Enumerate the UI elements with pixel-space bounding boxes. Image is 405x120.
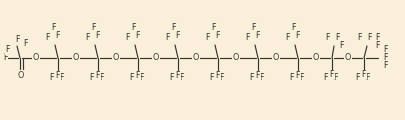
Text: F: F [46, 33, 50, 42]
Text: F: F [334, 72, 338, 81]
Text: F: F [56, 30, 60, 39]
Text: O: O [73, 54, 79, 63]
Text: O: O [233, 54, 239, 63]
Text: F: F [50, 73, 54, 83]
Text: O: O [193, 54, 199, 63]
Text: F: F [132, 23, 136, 31]
Text: F: F [100, 73, 104, 83]
Text: F: F [6, 45, 10, 54]
Text: F: F [383, 61, 387, 71]
Text: F: F [256, 71, 260, 80]
Text: F: F [15, 35, 19, 44]
Text: F: F [56, 71, 60, 80]
Text: F: F [206, 33, 210, 42]
Text: F: F [362, 70, 366, 79]
Text: O: O [113, 54, 119, 63]
Text: F: F [86, 33, 90, 42]
Text: F: F [60, 73, 64, 83]
Text: F: F [252, 23, 256, 31]
Text: F: F [136, 30, 140, 39]
Text: F: F [367, 33, 371, 42]
Text: F: F [290, 73, 294, 83]
Text: F: F [172, 23, 176, 31]
Text: F: F [383, 54, 387, 63]
Text: F: F [250, 73, 254, 83]
Text: F: F [216, 30, 220, 39]
Text: F: F [140, 73, 144, 83]
Text: F: F [52, 23, 56, 31]
Text: F: F [340, 41, 344, 49]
Text: F: F [357, 33, 361, 42]
Text: O: O [273, 54, 279, 63]
Text: O: O [153, 54, 159, 63]
Text: O: O [18, 71, 24, 79]
Text: F: F [375, 42, 379, 51]
Text: F: F [260, 73, 264, 83]
Text: F: F [356, 72, 360, 81]
Text: F: F [96, 30, 100, 39]
Text: F: F [383, 45, 387, 54]
Text: F: F [296, 30, 300, 39]
Text: F: F [216, 71, 220, 80]
Text: F: F [335, 33, 339, 42]
Text: O: O [345, 54, 351, 63]
Text: F: F [23, 39, 27, 48]
Text: F: F [366, 72, 370, 81]
Text: F: F [246, 33, 250, 42]
Text: F: F [130, 73, 134, 83]
Text: F: F [170, 73, 174, 83]
Text: F: F [96, 71, 100, 80]
Text: F: F [326, 33, 330, 42]
Text: F: F [210, 73, 214, 83]
Text: F: F [300, 73, 304, 83]
Text: F: F [166, 33, 170, 42]
Text: F: F [92, 23, 96, 31]
Text: F: F [296, 71, 300, 80]
Text: F: F [136, 71, 140, 80]
Text: F: F [176, 71, 180, 80]
Text: F: F [180, 73, 184, 83]
Text: F: F [176, 30, 180, 39]
Text: F: F [126, 33, 130, 42]
Text: F: F [286, 33, 290, 42]
Text: F: F [3, 54, 7, 63]
Text: F: F [330, 70, 334, 79]
Text: F: F [90, 73, 94, 83]
Text: F: F [324, 72, 328, 81]
Text: O: O [33, 54, 39, 63]
Text: F: F [220, 73, 224, 83]
Text: F: F [212, 23, 216, 31]
Text: F: F [256, 30, 260, 39]
Text: O: O [313, 54, 319, 63]
Text: F: F [375, 33, 379, 42]
Text: F: F [292, 23, 296, 31]
